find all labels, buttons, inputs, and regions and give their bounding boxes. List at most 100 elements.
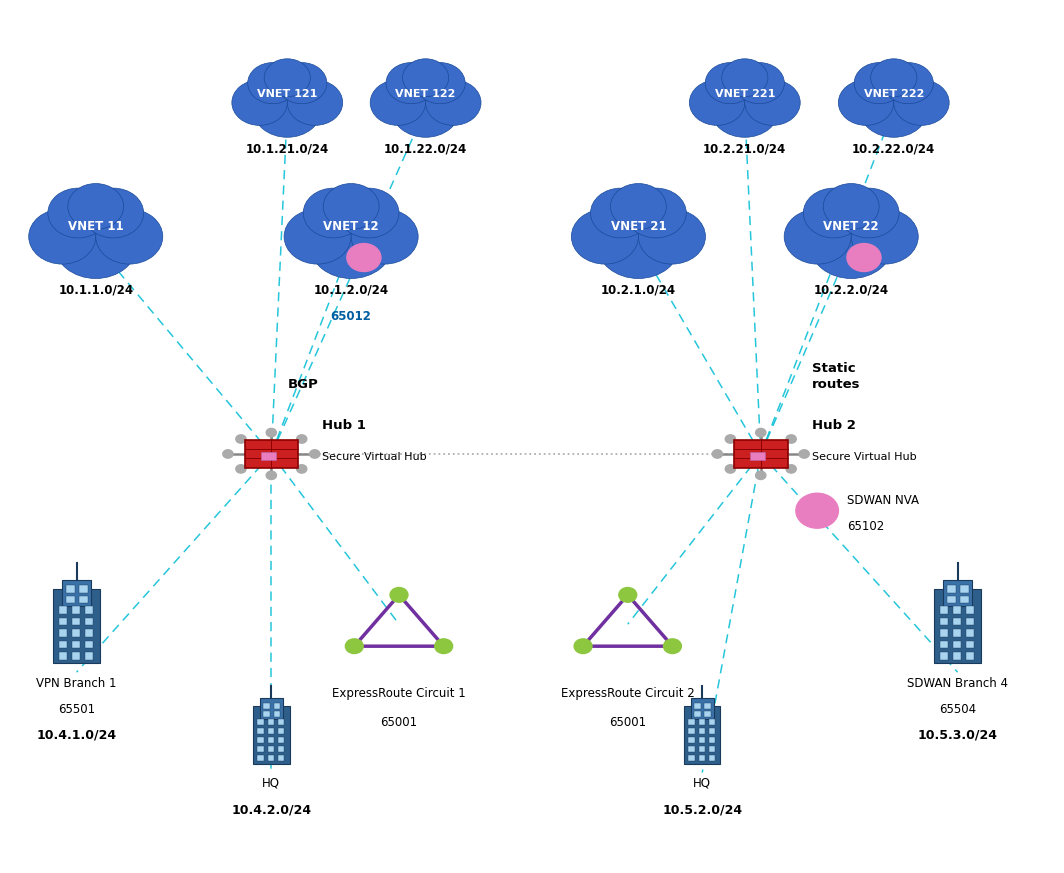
Circle shape (351, 209, 418, 264)
Circle shape (392, 81, 460, 137)
Circle shape (626, 188, 686, 237)
Circle shape (386, 63, 436, 104)
Circle shape (310, 210, 393, 278)
FancyBboxPatch shape (253, 705, 289, 764)
Circle shape (799, 450, 810, 458)
FancyBboxPatch shape (80, 585, 87, 593)
Text: SDWAN NVA: SDWAN NVA (847, 494, 919, 506)
Circle shape (894, 80, 949, 126)
Circle shape (435, 639, 452, 654)
Circle shape (786, 435, 796, 443)
Text: 65012: 65012 (331, 310, 371, 323)
FancyBboxPatch shape (961, 595, 968, 603)
Circle shape (253, 81, 321, 137)
FancyBboxPatch shape (947, 595, 955, 603)
Circle shape (29, 209, 96, 264)
Circle shape (619, 588, 636, 602)
FancyBboxPatch shape (953, 652, 961, 660)
FancyBboxPatch shape (966, 641, 975, 649)
FancyBboxPatch shape (260, 698, 283, 719)
FancyBboxPatch shape (934, 589, 981, 663)
Circle shape (721, 58, 768, 97)
FancyBboxPatch shape (699, 728, 705, 734)
FancyBboxPatch shape (85, 652, 94, 660)
Text: 10.1.21.0/24: 10.1.21.0/24 (246, 142, 329, 155)
FancyBboxPatch shape (953, 618, 961, 625)
FancyBboxPatch shape (688, 746, 695, 752)
FancyBboxPatch shape (72, 629, 80, 636)
FancyBboxPatch shape (684, 705, 720, 764)
FancyBboxPatch shape (245, 440, 298, 468)
FancyBboxPatch shape (278, 728, 284, 734)
FancyBboxPatch shape (688, 755, 695, 761)
FancyBboxPatch shape (704, 711, 711, 717)
FancyBboxPatch shape (273, 711, 280, 717)
FancyBboxPatch shape (278, 719, 284, 725)
Text: HQ: HQ (263, 777, 280, 790)
Circle shape (860, 81, 928, 137)
Circle shape (426, 80, 481, 126)
FancyBboxPatch shape (953, 641, 961, 649)
Circle shape (232, 80, 287, 126)
Circle shape (664, 639, 681, 654)
FancyBboxPatch shape (263, 711, 270, 717)
FancyBboxPatch shape (947, 585, 955, 593)
Circle shape (810, 210, 893, 278)
Text: Hub 1: Hub 1 (322, 419, 366, 432)
FancyBboxPatch shape (699, 737, 705, 743)
FancyBboxPatch shape (257, 719, 264, 725)
Circle shape (755, 471, 766, 479)
FancyBboxPatch shape (966, 618, 975, 625)
Text: 65001: 65001 (381, 716, 417, 729)
Text: ExpressRoute Circuit 2: ExpressRoute Circuit 2 (561, 687, 695, 700)
Circle shape (68, 183, 123, 230)
FancyBboxPatch shape (940, 606, 948, 614)
FancyBboxPatch shape (704, 703, 711, 709)
FancyBboxPatch shape (750, 452, 765, 460)
Circle shape (726, 464, 735, 473)
Circle shape (402, 58, 449, 97)
FancyBboxPatch shape (709, 728, 715, 734)
Circle shape (48, 188, 109, 237)
FancyBboxPatch shape (688, 719, 695, 725)
Circle shape (248, 63, 298, 104)
Circle shape (726, 435, 735, 443)
Text: ExpressRoute Circuit 1: ExpressRoute Circuit 1 (332, 687, 466, 700)
FancyBboxPatch shape (59, 629, 67, 636)
FancyBboxPatch shape (940, 629, 948, 636)
FancyBboxPatch shape (709, 746, 715, 752)
FancyBboxPatch shape (699, 719, 705, 725)
Circle shape (824, 183, 879, 230)
Circle shape (796, 493, 838, 528)
Text: VNET 221: VNET 221 (715, 89, 775, 99)
FancyBboxPatch shape (261, 452, 276, 460)
FancyBboxPatch shape (66, 585, 74, 593)
Text: BGP: BGP (287, 378, 318, 391)
FancyBboxPatch shape (85, 641, 94, 649)
Circle shape (711, 81, 779, 137)
FancyBboxPatch shape (268, 728, 275, 734)
FancyBboxPatch shape (691, 698, 714, 719)
FancyBboxPatch shape (263, 703, 270, 709)
Circle shape (96, 209, 163, 264)
FancyBboxPatch shape (268, 737, 275, 743)
Text: VPN Branch 1: VPN Branch 1 (36, 677, 117, 690)
Text: VNET 12: VNET 12 (323, 220, 379, 232)
FancyBboxPatch shape (257, 737, 264, 743)
FancyBboxPatch shape (257, 728, 264, 734)
Text: VNET 121: VNET 121 (257, 89, 317, 99)
Circle shape (847, 244, 881, 272)
Circle shape (323, 183, 379, 230)
FancyBboxPatch shape (961, 585, 968, 593)
FancyBboxPatch shape (268, 755, 275, 761)
FancyBboxPatch shape (72, 641, 80, 649)
Text: VNET 22: VNET 22 (824, 220, 879, 232)
FancyBboxPatch shape (699, 755, 705, 761)
Circle shape (83, 188, 144, 237)
Circle shape (870, 58, 917, 97)
Circle shape (838, 188, 899, 237)
FancyBboxPatch shape (688, 737, 695, 743)
FancyBboxPatch shape (709, 755, 715, 761)
Circle shape (54, 210, 137, 278)
Circle shape (571, 209, 638, 264)
